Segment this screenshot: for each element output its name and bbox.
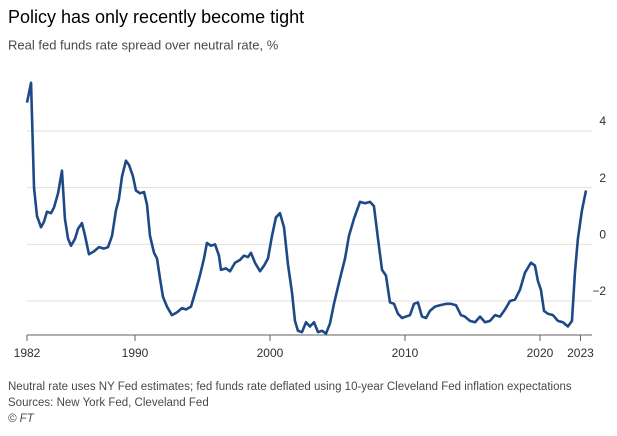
y-tick-label: 2 (599, 171, 606, 185)
source: Sources: New York Fed, Cleveland Fed (8, 397, 209, 409)
x-tick-label: 2020 (527, 346, 554, 360)
chart-title: Policy has only recently become tight (8, 7, 304, 27)
x-tick-label: 2010 (392, 346, 419, 360)
copyright: © FT (8, 413, 35, 425)
line-series (25, 81, 588, 335)
x-tick-label: 2000 (257, 346, 284, 360)
y-tick-label: −2 (592, 284, 606, 298)
x-tick-label: 2023 (567, 346, 594, 360)
y-tick-label: 0 (599, 228, 606, 242)
x-tick-label: 1990 (122, 346, 149, 360)
y-tick-label: 4 (599, 114, 606, 128)
note: Neutral rate uses NY Fed estimates; fed … (8, 381, 572, 393)
chart-subtitle: Real fed funds rate spread over neutral … (8, 37, 279, 52)
x-tick-label: 1982 (14, 346, 41, 360)
